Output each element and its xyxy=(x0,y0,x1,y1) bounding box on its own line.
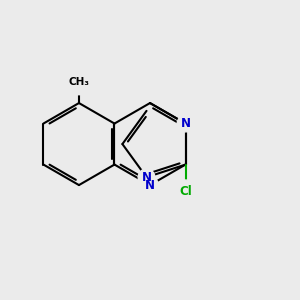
Text: CH₃: CH₃ xyxy=(68,77,89,87)
Circle shape xyxy=(174,180,197,203)
Text: N: N xyxy=(145,178,155,192)
Circle shape xyxy=(142,177,158,194)
Text: Cl: Cl xyxy=(179,185,192,198)
Circle shape xyxy=(67,70,92,95)
Circle shape xyxy=(177,115,194,132)
Circle shape xyxy=(138,169,155,186)
Text: N: N xyxy=(142,171,152,184)
Text: N: N xyxy=(181,117,190,130)
